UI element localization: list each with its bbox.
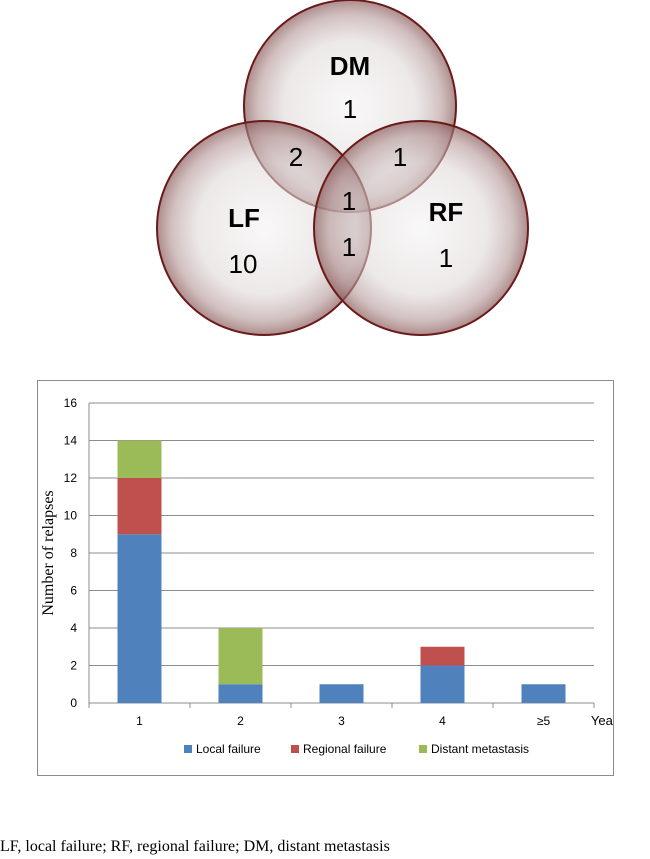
venn-count-dm-lf: 2 (289, 142, 303, 172)
y-tick-label: 10 (64, 509, 78, 523)
bar-segment (319, 684, 364, 703)
y-axis-label: Number of relapses (40, 490, 57, 615)
venn-label-dm: DM (330, 51, 370, 81)
x-tick-label: ≥5 (537, 714, 551, 728)
y-tick-label: 14 (64, 434, 78, 448)
bar-segment (117, 440, 162, 478)
bar-segment (117, 478, 162, 535)
bar-segment (420, 646, 465, 666)
y-tick-label: 16 (64, 396, 78, 410)
legend-swatch (184, 745, 192, 753)
venn-count-all: 1 (342, 186, 356, 216)
x-axis-label: Year (591, 713, 613, 728)
x-tick-label: 4 (439, 714, 446, 728)
bar-segment (117, 534, 162, 703)
bar-segment (420, 665, 465, 703)
venn-count-dm-rf: 1 (393, 142, 407, 172)
legend-label: Distant metastasis (431, 742, 529, 756)
bar-segment (521, 684, 566, 703)
y-tick-label: 2 (70, 659, 77, 673)
y-tick-label: 0 (70, 696, 77, 710)
x-tick-label: 2 (237, 714, 244, 728)
venn-count-dm: 1 (343, 94, 357, 124)
venn-label-rf: RF (429, 197, 464, 227)
x-tick-label: 3 (338, 714, 345, 728)
venn-count-lf: 10 (229, 249, 258, 279)
bar-segment (218, 684, 263, 703)
legend-label: Local failure (196, 742, 261, 756)
y-tick-label: 12 (64, 471, 78, 485)
venn-diagram: DM 1 LF 10 RF 1 2 1 1 1 (156, 0, 529, 336)
venn-label-lf: LF (228, 203, 260, 233)
venn-count-lf-rf: 1 (342, 232, 356, 262)
y-tick-label: 8 (70, 546, 77, 560)
legend-label: Regional failure (303, 742, 387, 756)
legend-swatch (291, 745, 299, 753)
y-tick-label: 6 (70, 584, 77, 598)
bar-segment (218, 628, 263, 685)
venn-circle-rf (313, 120, 529, 336)
y-tick-label: 4 (70, 621, 77, 635)
figure-caption: LF, local failure; RF, regional failure;… (0, 838, 390, 855)
venn-count-rf: 1 (439, 243, 453, 273)
legend-swatch (419, 745, 427, 753)
x-tick-label: 1 (136, 714, 143, 728)
